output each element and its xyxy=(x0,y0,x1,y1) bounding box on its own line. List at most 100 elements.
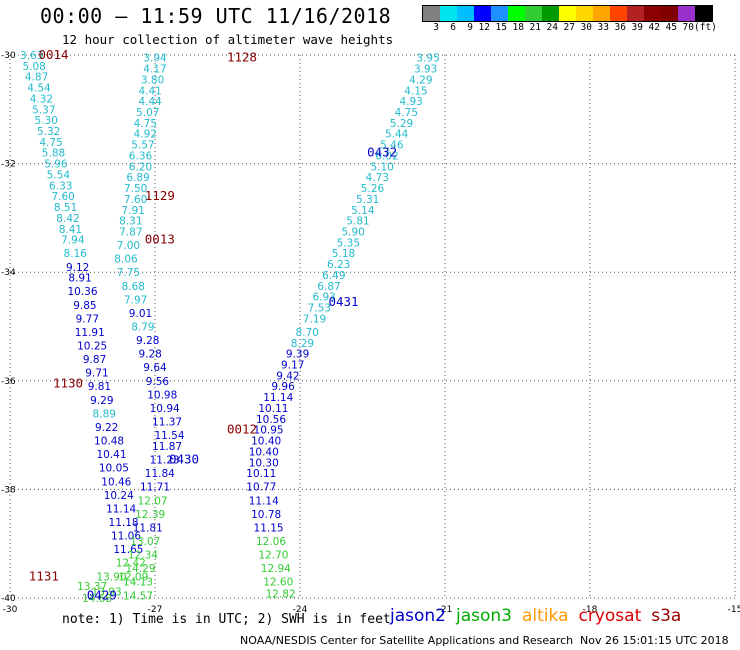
wave-height-value: 5.44 xyxy=(385,129,409,141)
wave-height-value: 13.90 xyxy=(96,571,126,583)
wave-height-value: 12.60 xyxy=(263,577,293,589)
wave-height-value: 5.18 xyxy=(332,248,355,260)
wave-height-value: 8.16 xyxy=(64,248,88,260)
wave-height-value: 5.26 xyxy=(361,183,385,195)
wave-height-value: 8.06 xyxy=(114,254,138,266)
wave-height-value: 8.68 xyxy=(122,281,145,293)
wave-height-value: 8.51 xyxy=(54,202,77,214)
wave-height-value: 11.06 xyxy=(111,531,141,543)
wave-height-value: 3.94 xyxy=(143,53,167,65)
wave-height-value: 10.77 xyxy=(246,482,276,494)
wave-height-value: 4.41 xyxy=(138,85,161,97)
pass-time-label: 0013 xyxy=(145,232,175,247)
y-tick-label: -30 xyxy=(1,51,16,61)
wave-height-value: 6.49 xyxy=(322,270,345,282)
wave-height-value: 9.22 xyxy=(95,422,118,434)
wave-height-value: 4.17 xyxy=(143,64,166,76)
wave-height-value: 5.31 xyxy=(356,194,379,206)
color-swatch xyxy=(644,6,661,21)
color-scale-label: 24 xyxy=(546,22,558,33)
wave-height-value: 9.39 xyxy=(286,349,309,361)
wave-height-value: 4.75 xyxy=(395,107,418,119)
wave-height-value: 11.65 xyxy=(113,544,143,556)
color-swatch xyxy=(627,6,644,21)
legend-jason3: jason3 xyxy=(456,606,512,626)
color-scale-label: 30 xyxy=(580,22,592,33)
wave-height-value: 12.34 xyxy=(128,550,158,562)
wave-height-value: 10.36 xyxy=(67,286,97,298)
wave-height-value: 7.87 xyxy=(119,226,142,238)
wave-height-value: 12.07 xyxy=(138,495,168,507)
wave-height-value: 5.14 xyxy=(351,205,375,217)
wave-height-value: 3.93 xyxy=(414,64,437,76)
x-tick-label: -30 xyxy=(3,605,18,615)
wave-height-value: 5.32 xyxy=(37,126,60,138)
wave-height-value: 6.36 xyxy=(129,150,153,162)
wave-height-value: 9.81 xyxy=(88,381,111,393)
color-swatch xyxy=(661,6,678,21)
wave-height-value: 5.96 xyxy=(44,159,68,171)
y-tick-label: -38 xyxy=(1,485,16,495)
wave-height-value: 10.98 xyxy=(147,389,177,401)
pass-time-label: 1128 xyxy=(227,50,257,65)
wave-height-value: 9.42 xyxy=(276,370,299,382)
wave-height-value: 11.71 xyxy=(140,482,170,494)
grid-lines xyxy=(9,54,736,599)
color-scale-label: 33 xyxy=(597,22,609,33)
wave-height-value: 4.29 xyxy=(409,74,432,86)
wave-height-value: 7.75 xyxy=(117,267,140,279)
color-swatch xyxy=(525,6,542,21)
wave-height-value: 9.77 xyxy=(76,313,99,325)
x-tick-label: -27 xyxy=(148,605,163,615)
wave-height-value: 6.89 xyxy=(126,172,149,184)
wave-height-value: 9.28 xyxy=(138,349,161,361)
color-scale-bar xyxy=(422,5,713,22)
color-swatch xyxy=(593,6,610,21)
axis-ticks: -30 -27 -24 -21 -18 -15 -30 -32 -34 -36 -38 -40 xyxy=(1,51,740,615)
color-scale-labels: 3 6 9 12 15 18 21 24 27 30 33 36 39 42 45 70 (ft) xyxy=(422,22,717,33)
wave-height-value: 7.19 xyxy=(303,313,326,325)
legend-jason2: jason2 xyxy=(390,606,446,626)
color-swatch xyxy=(474,6,491,21)
x-tick-label: -15 xyxy=(728,605,740,615)
wave-height-value: 11.91 xyxy=(75,327,105,339)
wave-height-value: 9.64 xyxy=(143,362,167,374)
wave-height-value: 10.40 xyxy=(249,446,279,458)
wave-height-value: 7.91 xyxy=(122,205,145,217)
wave-height-value: 8.42 xyxy=(56,213,79,225)
pass-time-label: 0431 xyxy=(328,294,358,309)
wave-height-value: 5.57 xyxy=(131,140,154,152)
pass-time-label: 0012 xyxy=(227,422,257,437)
wave-height-value: 7.53 xyxy=(308,302,331,314)
pass-time-labels: 0014 1128 0432 1129 0013 0431 1130 0012 0430 1131… xyxy=(29,47,397,602)
chart-title: 00:00 – 11:59 UTC 11/16/2018 xyxy=(40,4,392,28)
wave-height-value: 6.33 xyxy=(49,180,72,192)
wave-height-value: 8.89 xyxy=(93,408,116,420)
pass-time-label: 1129 xyxy=(145,188,175,203)
x-tick-label: -18 xyxy=(583,605,598,615)
wave-height-value: 9.96 xyxy=(271,381,295,393)
color-scale-label: 15 xyxy=(495,22,507,33)
wave-height-value: 13.37 xyxy=(77,581,107,593)
wave-height-value: 7.97 xyxy=(124,294,147,306)
wave-height-value: 10.94 xyxy=(150,403,180,415)
wave-height-value: 3.95 xyxy=(416,53,439,65)
wave-height-value: 6.23 xyxy=(327,259,350,271)
wave-height-value: 3.80 xyxy=(141,74,164,86)
wave-height-value: 10.95 xyxy=(254,425,284,437)
wave-height-value: 11.23 xyxy=(150,455,180,467)
x-tick-label: -24 xyxy=(293,605,308,615)
wave-height-value: 5.29 xyxy=(390,118,413,130)
color-scale-label: 12 xyxy=(478,22,490,33)
wave-height-value: 7.60 xyxy=(124,194,147,206)
wave-height-value: 5.30 xyxy=(35,115,58,127)
wave-height-value: 4.15 xyxy=(404,85,427,97)
color-scale-label: 18 xyxy=(512,22,524,33)
wave-height-value: 12.09 xyxy=(118,571,148,583)
wave-height-value: 14.29 xyxy=(125,563,155,575)
wave-height-value: 4.73 xyxy=(366,172,389,184)
wave-height-value: 6.20 xyxy=(129,161,152,173)
wave-height-value: 4.32 xyxy=(30,93,53,105)
pass-time-label: 0432 xyxy=(367,145,397,160)
wave-height-value: 10.56 xyxy=(256,414,286,426)
